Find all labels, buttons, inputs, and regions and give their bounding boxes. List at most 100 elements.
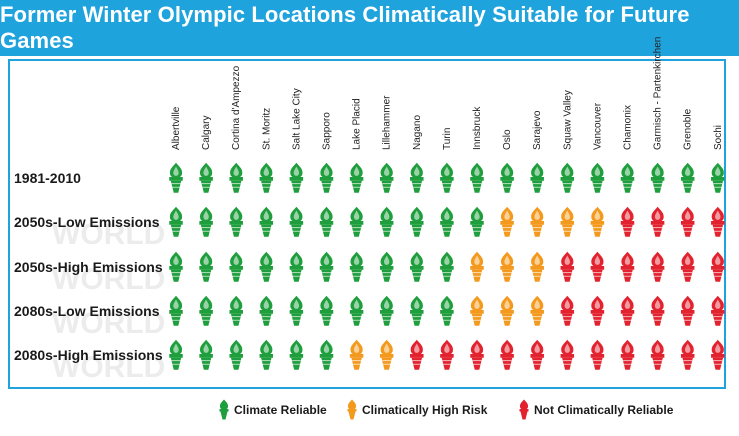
legend-item-high-risk: Climatically High Risk — [346, 397, 487, 423]
column-label: Sarajevo — [532, 110, 543, 150]
torch-mark-not-reliable — [711, 339, 725, 370]
torch-mark-high-risk — [560, 206, 575, 237]
torch-mark-not-reliable — [711, 206, 725, 237]
torch-icon — [219, 399, 229, 420]
legend-item-not-reliable: Not Climatically Reliable — [518, 397, 673, 423]
torch-mark-reliable — [229, 295, 243, 326]
frame-top-divider — [8, 59, 726, 61]
torch-mark-high-risk — [500, 295, 514, 326]
column-label: St. Moritz — [261, 108, 272, 150]
torch-mark-not-reliable — [680, 251, 695, 282]
torch-mark-high-risk — [470, 251, 484, 282]
torch-mark-not-reliable — [560, 251, 575, 282]
row-label: 2050s-Low Emissions — [14, 214, 160, 230]
torch-mark-not-reliable — [620, 339, 635, 370]
torch-mark-reliable — [410, 251, 424, 282]
torch-mark-reliable — [379, 251, 394, 282]
frame-bottom-divider — [8, 387, 726, 389]
column-label: Innsbruck — [472, 106, 483, 150]
column-label: Vancouver — [592, 102, 603, 150]
torch-mark-not-reliable — [560, 339, 575, 370]
torch-mark-high-risk — [500, 251, 514, 282]
torch-mark-reliable — [289, 295, 304, 326]
torch-mark-not-reliable — [410, 339, 424, 370]
watermark-text: WORLD — [52, 263, 165, 296]
torch-mark-high-risk — [530, 295, 544, 326]
torch-mark-reliable — [500, 162, 514, 193]
torch-mark-high-risk — [590, 206, 605, 237]
torch-mark-not-reliable — [650, 251, 665, 282]
torch-mark-reliable — [349, 251, 364, 282]
torch-mark-reliable — [440, 251, 454, 282]
torch-mark-reliable — [440, 162, 454, 193]
torch-mark-reliable — [199, 162, 213, 193]
torch-mark-reliable — [379, 295, 394, 326]
column-label: Lake Placid — [352, 98, 363, 150]
column-label: Sapporo — [322, 112, 333, 150]
torch-mark-reliable — [289, 206, 304, 237]
torch-mark-reliable — [259, 206, 274, 237]
column-label: Salt Lake City — [291, 88, 302, 150]
torch-mark-reliable — [590, 162, 605, 193]
torch-mark-reliable — [650, 162, 665, 193]
torch-icon — [519, 399, 529, 420]
torch-mark-reliable — [199, 206, 213, 237]
torch-mark-reliable — [410, 206, 424, 237]
torch-mark-reliable — [349, 162, 364, 193]
torch-mark-high-risk — [500, 206, 514, 237]
column-label: Albertville — [171, 106, 182, 150]
torch-mark-reliable — [560, 162, 575, 193]
torch-mark-reliable — [289, 339, 304, 370]
torch-mark-reliable — [379, 206, 394, 237]
row-label: 2080s-High Emissions — [14, 347, 163, 363]
torch-mark-reliable — [410, 162, 424, 193]
column-label: Garmisch - Partenkirchen — [653, 37, 664, 150]
torch-mark-reliable — [349, 295, 364, 326]
torch-mark-not-reliable — [530, 339, 544, 370]
torch-mark-not-reliable — [620, 295, 635, 326]
torch-mark-reliable — [259, 162, 274, 193]
torch-mark-reliable — [259, 251, 274, 282]
legend-label-high-risk: Climatically High Risk — [362, 403, 488, 417]
torch-mark-reliable — [620, 162, 635, 193]
torch-mark-reliable — [229, 162, 243, 193]
torch-mark-reliable — [199, 251, 213, 282]
torch-mark-high-risk — [470, 295, 484, 326]
column-label: Calgary — [201, 116, 212, 150]
torch-mark-reliable — [319, 162, 334, 193]
torch-mark-not-reliable — [620, 251, 635, 282]
torch-mark-reliable — [289, 251, 304, 282]
legend-item-reliable: Climate Reliable — [218, 397, 327, 423]
torch-mark-reliable — [169, 295, 183, 326]
column-label: Chamonix — [623, 105, 634, 150]
legend-label-not-reliable: Not Climatically Reliable — [534, 403, 674, 417]
torch-mark-reliable — [169, 251, 183, 282]
torch-mark-reliable — [229, 251, 243, 282]
torch-mark-not-reliable — [440, 339, 454, 370]
torch-mark-not-reliable — [680, 295, 695, 326]
torch-mark-reliable — [319, 339, 334, 370]
frame-left-border — [8, 59, 10, 389]
torch-mark-reliable — [199, 295, 213, 326]
torch-mark-reliable — [259, 295, 274, 326]
torch-mark-reliable — [229, 206, 243, 237]
watermark-text: WORLD — [52, 218, 165, 251]
column-label: Turin — [442, 128, 453, 150]
column-label: Sochi — [713, 125, 724, 150]
torch-icon — [347, 399, 357, 420]
torch-mark-not-reliable — [620, 206, 635, 237]
watermark-text: WORLD — [52, 307, 165, 340]
torch-mark-not-reliable — [680, 206, 695, 237]
torch-mark-reliable — [470, 162, 484, 193]
torch-mark-not-reliable — [470, 339, 484, 370]
torch-mark-reliable — [680, 162, 695, 193]
column-label: Cortina d'Ampezzo — [231, 65, 242, 150]
torch-mark-reliable — [410, 295, 424, 326]
torch-mark-not-reliable — [650, 339, 665, 370]
torch-mark-reliable — [289, 162, 304, 193]
torch-mark-high-risk — [530, 251, 544, 282]
torch-mark-not-reliable — [590, 251, 605, 282]
torch-mark-not-reliable — [560, 295, 575, 326]
column-label: Oslo — [502, 129, 513, 150]
